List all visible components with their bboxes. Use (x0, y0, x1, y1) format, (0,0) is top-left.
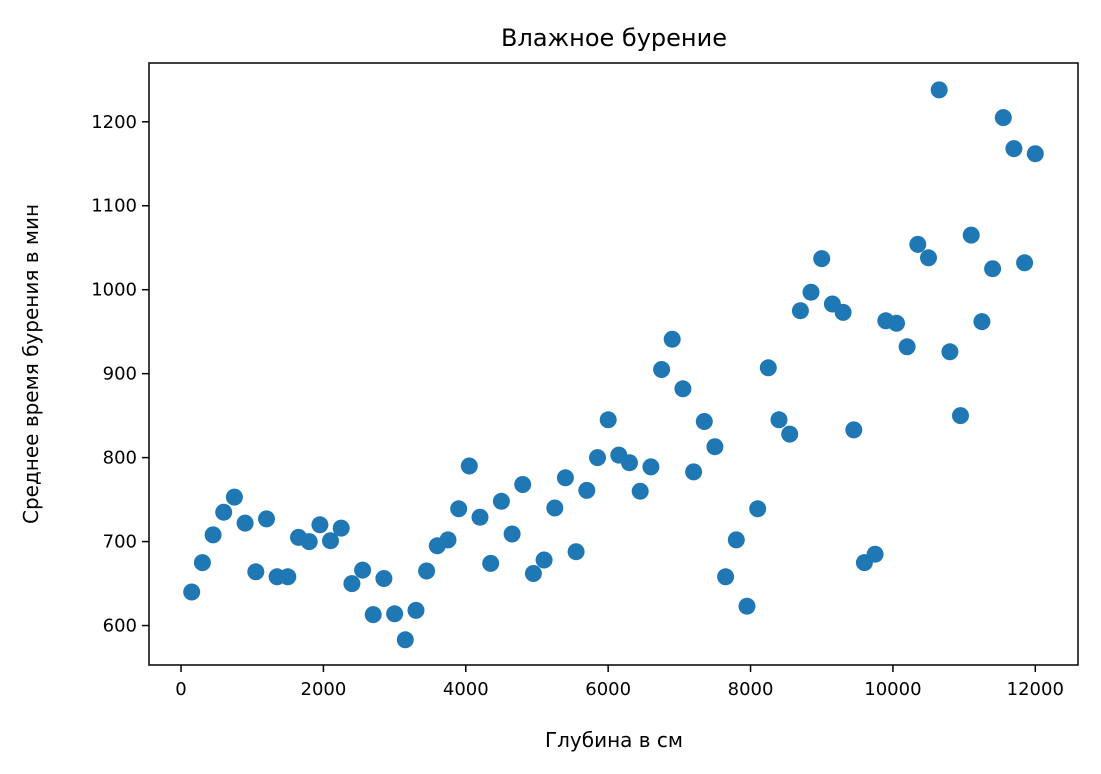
data-point (482, 554, 500, 572)
y-tick-label: 600 (103, 616, 137, 637)
y-axis-label: Среднее время бурения в мин (19, 204, 43, 524)
data-point (396, 631, 414, 649)
data-point (279, 568, 297, 586)
data-point (354, 561, 372, 579)
data-point (973, 313, 991, 331)
data-point (695, 413, 713, 430)
data-point (802, 283, 820, 301)
data-point (984, 260, 1002, 278)
data-point (450, 500, 468, 518)
data-point (236, 514, 254, 532)
data-point (386, 605, 404, 623)
data-point (898, 338, 916, 356)
y-tick-label: 800 (103, 448, 137, 469)
data-point (599, 411, 617, 429)
data-point (706, 438, 724, 456)
data-point (556, 469, 574, 487)
x-tick-label: 10000 (864, 679, 921, 700)
x-tick-label: 6000 (585, 679, 631, 700)
data-point (1026, 145, 1044, 163)
data-point (962, 226, 980, 244)
data-point (514, 476, 532, 493)
data-point (642, 458, 660, 476)
y-tick-label: 1000 (91, 280, 137, 301)
data-point (407, 601, 425, 619)
data-point (546, 499, 564, 517)
data-point (524, 565, 542, 582)
data-point (1016, 254, 1034, 272)
data-point (311, 516, 329, 534)
x-tick-label: 8000 (728, 679, 774, 700)
data-point (813, 250, 831, 268)
x-tick-label: 0 (175, 679, 186, 700)
data-point (204, 526, 222, 544)
data-point (727, 531, 745, 549)
data-point (621, 454, 638, 472)
data-point (300, 533, 318, 551)
data-point (888, 314, 905, 332)
data-point (834, 303, 852, 321)
data-points (183, 81, 1044, 649)
data-point (503, 525, 521, 543)
data-point (460, 457, 478, 475)
y-axis-ticks: 600 700 800 900 1000 1100 1200 (91, 112, 149, 637)
x-axis-ticks: 0 2000 4000 6000 8000 10000 12000 (175, 665, 1064, 700)
data-point (193, 554, 211, 572)
data-point (332, 519, 350, 537)
x-tick-label: 2000 (301, 679, 347, 700)
data-point (471, 508, 489, 526)
data-point (866, 545, 884, 563)
data-point (920, 249, 937, 267)
data-point (343, 575, 361, 593)
data-point (578, 481, 596, 499)
y-tick-label: 1100 (91, 196, 137, 217)
data-point (952, 407, 969, 425)
x-axis-label: Глубина в см (545, 728, 683, 752)
data-point (322, 532, 339, 550)
data-point (215, 503, 233, 521)
data-point (994, 109, 1012, 127)
x-tick-label: 4000 (443, 679, 489, 700)
data-point (738, 597, 756, 615)
y-tick-label: 1200 (91, 112, 137, 133)
y-tick-label: 700 (103, 532, 137, 553)
plot-frame (148, 62, 1079, 666)
data-point (589, 449, 606, 467)
data-point (781, 425, 799, 443)
data-point (492, 492, 510, 510)
x-tick-label: 12000 (1007, 679, 1064, 700)
data-point (258, 510, 275, 528)
data-point (685, 463, 703, 481)
data-point (717, 568, 735, 586)
data-point (225, 488, 243, 506)
data-point (941, 343, 959, 361)
chart-title: Влажное бурение (501, 24, 727, 52)
data-point (364, 606, 382, 624)
data-point (631, 482, 649, 500)
data-point (770, 411, 788, 429)
data-point (930, 81, 948, 99)
data-point (909, 235, 927, 253)
data-point (183, 583, 201, 601)
data-point (791, 302, 809, 320)
data-point (749, 500, 767, 518)
data-point (247, 563, 265, 581)
data-point (375, 570, 393, 587)
y-tick-label: 900 (103, 364, 137, 385)
data-point (535, 551, 553, 569)
data-point (418, 562, 436, 580)
data-point (663, 330, 681, 348)
data-point (845, 421, 863, 439)
data-point (653, 361, 671, 378)
data-point (567, 543, 585, 561)
data-point (1005, 140, 1023, 158)
data-point (759, 359, 777, 377)
data-point (439, 531, 457, 549)
data-point (674, 380, 692, 398)
